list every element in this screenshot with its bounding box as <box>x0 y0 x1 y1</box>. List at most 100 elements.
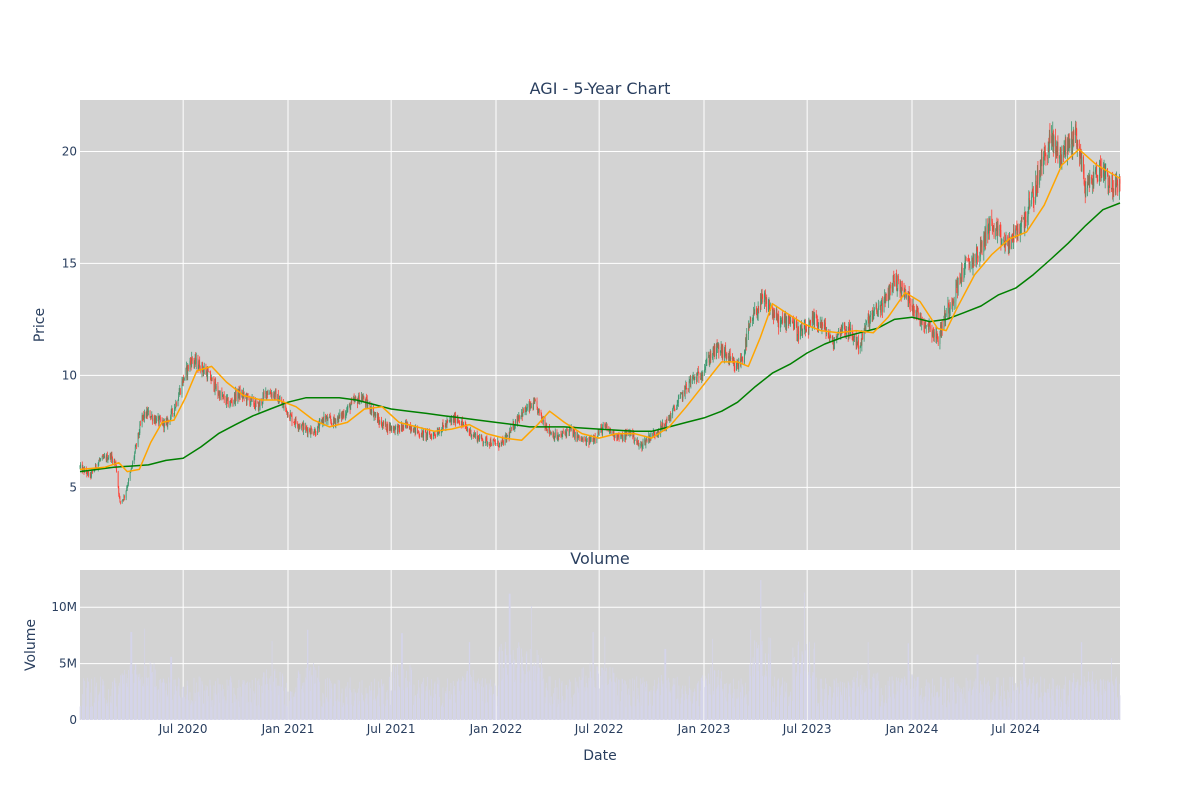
volume-bar <box>773 688 775 720</box>
candle-body <box>809 321 810 325</box>
volume-bar <box>532 666 534 720</box>
candle-body <box>968 260 969 262</box>
volume-bar <box>362 694 364 720</box>
volume-bar <box>708 694 710 720</box>
volume-bar <box>758 644 760 720</box>
candle-body <box>993 225 995 237</box>
volume-bar <box>582 667 584 720</box>
volume-bar <box>941 677 942 720</box>
candle-body <box>89 473 91 476</box>
candle-body <box>811 316 813 326</box>
volume-bar <box>616 677 618 720</box>
volume-bar <box>542 678 544 720</box>
candle-body <box>488 442 490 445</box>
candle-body <box>203 369 205 373</box>
candle-body <box>736 363 737 371</box>
volume-bar <box>720 681 722 720</box>
volume-bar <box>968 690 969 720</box>
candle-body <box>178 392 180 397</box>
volume-bar <box>259 707 261 720</box>
volume-bar <box>170 656 172 720</box>
candle-body <box>1021 217 1022 227</box>
volume-bar <box>955 703 957 720</box>
candle-body <box>1047 158 1049 160</box>
volume-bar <box>1095 691 1097 720</box>
candle-body <box>149 410 151 418</box>
volume-bar <box>617 695 618 720</box>
candle-body <box>746 333 748 347</box>
candle-body <box>781 320 782 322</box>
volume-bar <box>358 701 360 720</box>
volume-bar <box>996 677 998 720</box>
candle-body <box>350 400 352 406</box>
volume-bar <box>466 670 468 720</box>
volume-bar <box>508 593 510 720</box>
candle-body <box>1099 164 1100 182</box>
candle-body <box>430 435 431 438</box>
volume-bar <box>1021 683 1022 720</box>
candle-body <box>612 430 614 436</box>
candle-body <box>866 320 867 324</box>
volume-bar <box>936 692 938 720</box>
volume-bar <box>1037 699 1039 720</box>
candle-body <box>916 311 917 318</box>
volume-bar <box>261 685 263 720</box>
volume-bar <box>992 704 994 720</box>
volume-bar <box>921 688 923 720</box>
volume-bar <box>163 679 165 720</box>
volume-bar <box>350 689 352 720</box>
volume-bar <box>554 687 556 720</box>
volume-bar <box>242 679 244 720</box>
volume-bar <box>386 692 387 720</box>
volume-bar <box>432 697 434 720</box>
candle-body <box>490 440 492 446</box>
candle-body <box>956 283 957 286</box>
candle-body <box>897 276 899 290</box>
volume-bar <box>696 684 698 720</box>
volume-bar <box>223 689 224 720</box>
volume-bar <box>1040 676 1042 720</box>
candle-body <box>1104 172 1106 179</box>
volume-bar <box>413 704 414 720</box>
candle-body <box>383 421 385 425</box>
candle-body <box>718 344 720 353</box>
candle-body <box>221 391 223 397</box>
candle-body <box>669 415 671 421</box>
candle-body <box>219 391 221 400</box>
candle-body <box>860 342 862 347</box>
volume-bar <box>477 681 479 720</box>
candle-body <box>422 431 424 438</box>
volume-bar <box>319 700 321 720</box>
volume-bar <box>550 705 552 720</box>
volume-bar <box>956 703 957 720</box>
volume-bar <box>290 691 292 720</box>
volume-bar <box>1060 699 1062 720</box>
volume-bar <box>178 678 180 720</box>
candle-body <box>83 467 84 469</box>
volume-bar <box>777 679 779 720</box>
volume-bar <box>1052 695 1054 720</box>
volume-bar <box>382 704 384 720</box>
volume-bar <box>745 682 746 720</box>
candle-body <box>797 327 799 335</box>
candle-body <box>416 427 418 433</box>
candle-body <box>738 358 740 369</box>
candle-body <box>266 391 268 398</box>
volume-bar <box>556 687 558 720</box>
candle-body <box>341 413 342 418</box>
volume-bar <box>614 681 615 720</box>
volume-bar <box>98 700 100 720</box>
volume-plot-background <box>80 570 1120 720</box>
candle-body <box>457 419 459 421</box>
volume-bar <box>1012 684 1014 720</box>
volume-bar <box>322 694 324 720</box>
candle-body <box>518 415 520 421</box>
volume-bar <box>314 667 316 720</box>
volume-bar <box>896 677 897 720</box>
candle-body <box>853 337 855 339</box>
volume-bar <box>390 690 392 720</box>
candle-body <box>877 310 879 315</box>
volume-bar <box>381 684 383 720</box>
volume-bar <box>389 680 391 720</box>
candle-body <box>174 407 176 409</box>
